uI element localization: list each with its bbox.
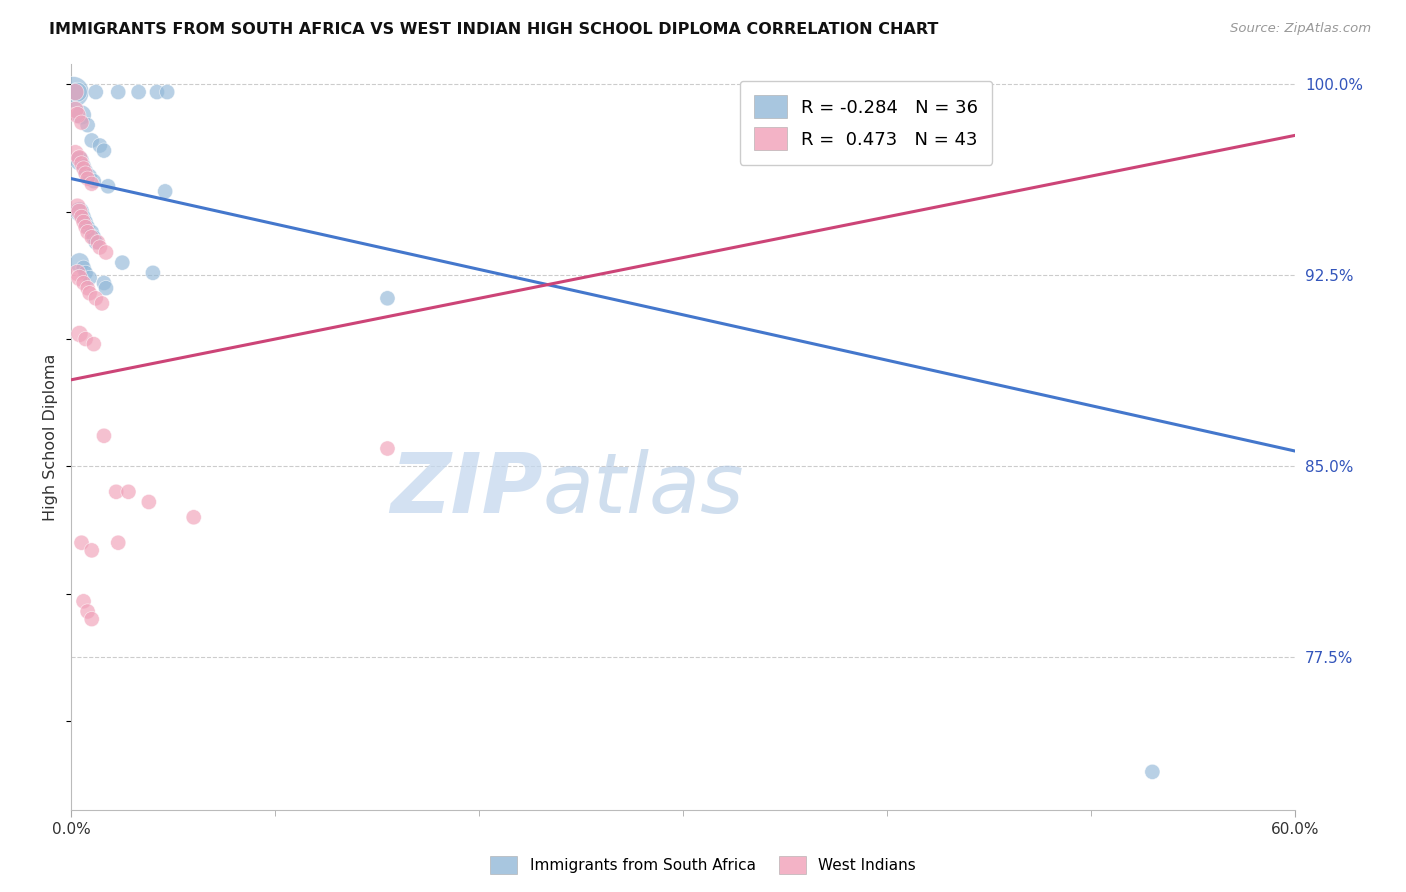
Point <box>138 495 160 509</box>
Point <box>76 225 98 239</box>
Point <box>117 484 139 499</box>
Point <box>142 266 165 280</box>
Point <box>107 85 129 99</box>
Point <box>153 185 176 199</box>
Point <box>89 240 111 254</box>
Point <box>65 85 87 99</box>
Point <box>69 326 91 341</box>
Point <box>79 286 101 301</box>
Point <box>377 442 399 456</box>
Point <box>70 210 93 224</box>
Text: Source: ZipAtlas.com: Source: ZipAtlas.com <box>1230 22 1371 36</box>
Point <box>69 204 91 219</box>
Point <box>75 332 97 346</box>
Text: atlas: atlas <box>543 449 744 530</box>
Point <box>79 271 101 285</box>
Point <box>94 245 117 260</box>
Point <box>93 276 115 290</box>
Legend: Immigrants from South Africa, West Indians: Immigrants from South Africa, West India… <box>484 850 922 880</box>
Text: ZIP: ZIP <box>389 449 543 530</box>
Point <box>89 138 111 153</box>
Point <box>111 255 134 269</box>
Text: IMMIGRANTS FROM SOUTH AFRICA VS WEST INDIAN HIGH SCHOOL DIPLOMA CORRELATION CHAR: IMMIGRANTS FROM SOUTH AFRICA VS WEST IND… <box>49 22 939 37</box>
Point <box>66 266 89 280</box>
Point <box>72 594 94 608</box>
Point <box>107 535 129 549</box>
Point <box>80 177 103 191</box>
Point <box>72 210 94 224</box>
Point <box>80 225 103 239</box>
Point <box>76 281 98 295</box>
Point <box>69 271 91 285</box>
Point <box>70 108 93 122</box>
Point <box>93 429 115 443</box>
Point <box>76 604 98 618</box>
Point <box>183 510 205 524</box>
Point <box>66 85 89 99</box>
Point <box>83 230 105 244</box>
Point <box>84 235 107 250</box>
Point <box>69 153 91 168</box>
Point <box>84 85 107 99</box>
Point <box>69 255 91 269</box>
Y-axis label: High School Diploma: High School Diploma <box>44 353 58 521</box>
Point <box>72 159 94 173</box>
Point <box>83 174 105 188</box>
Legend: R = -0.284   N = 36, R =  0.473   N = 43: R = -0.284 N = 36, R = 0.473 N = 43 <box>740 80 993 165</box>
Point <box>70 535 93 549</box>
Point <box>70 156 93 170</box>
Point <box>377 291 399 305</box>
Point <box>84 291 107 305</box>
Point <box>146 85 169 99</box>
Point <box>80 543 103 558</box>
Point <box>70 115 93 129</box>
Point <box>72 161 94 176</box>
Point <box>62 85 84 99</box>
Point <box>72 215 94 229</box>
Point <box>83 337 105 351</box>
Point <box>76 171 98 186</box>
Point <box>72 260 94 275</box>
Point <box>94 281 117 295</box>
Point <box>93 144 115 158</box>
Point <box>105 484 128 499</box>
Point <box>69 204 91 219</box>
Point <box>80 133 103 147</box>
Point <box>75 164 97 178</box>
Point <box>65 103 87 117</box>
Point <box>1142 764 1164 779</box>
Point <box>75 167 97 181</box>
Point <box>65 146 87 161</box>
Point <box>76 118 98 132</box>
Point <box>156 85 179 99</box>
Point <box>97 179 120 194</box>
Point <box>72 276 94 290</box>
Point <box>75 215 97 229</box>
Point <box>66 108 89 122</box>
Point <box>66 200 89 214</box>
Point <box>80 612 103 626</box>
Point <box>87 235 110 250</box>
Point <box>80 230 103 244</box>
Point <box>75 219 97 234</box>
Point <box>79 169 101 183</box>
Point <box>128 85 150 99</box>
Point <box>76 219 98 234</box>
Point <box>75 266 97 280</box>
Point <box>69 151 91 165</box>
Point <box>90 296 112 310</box>
